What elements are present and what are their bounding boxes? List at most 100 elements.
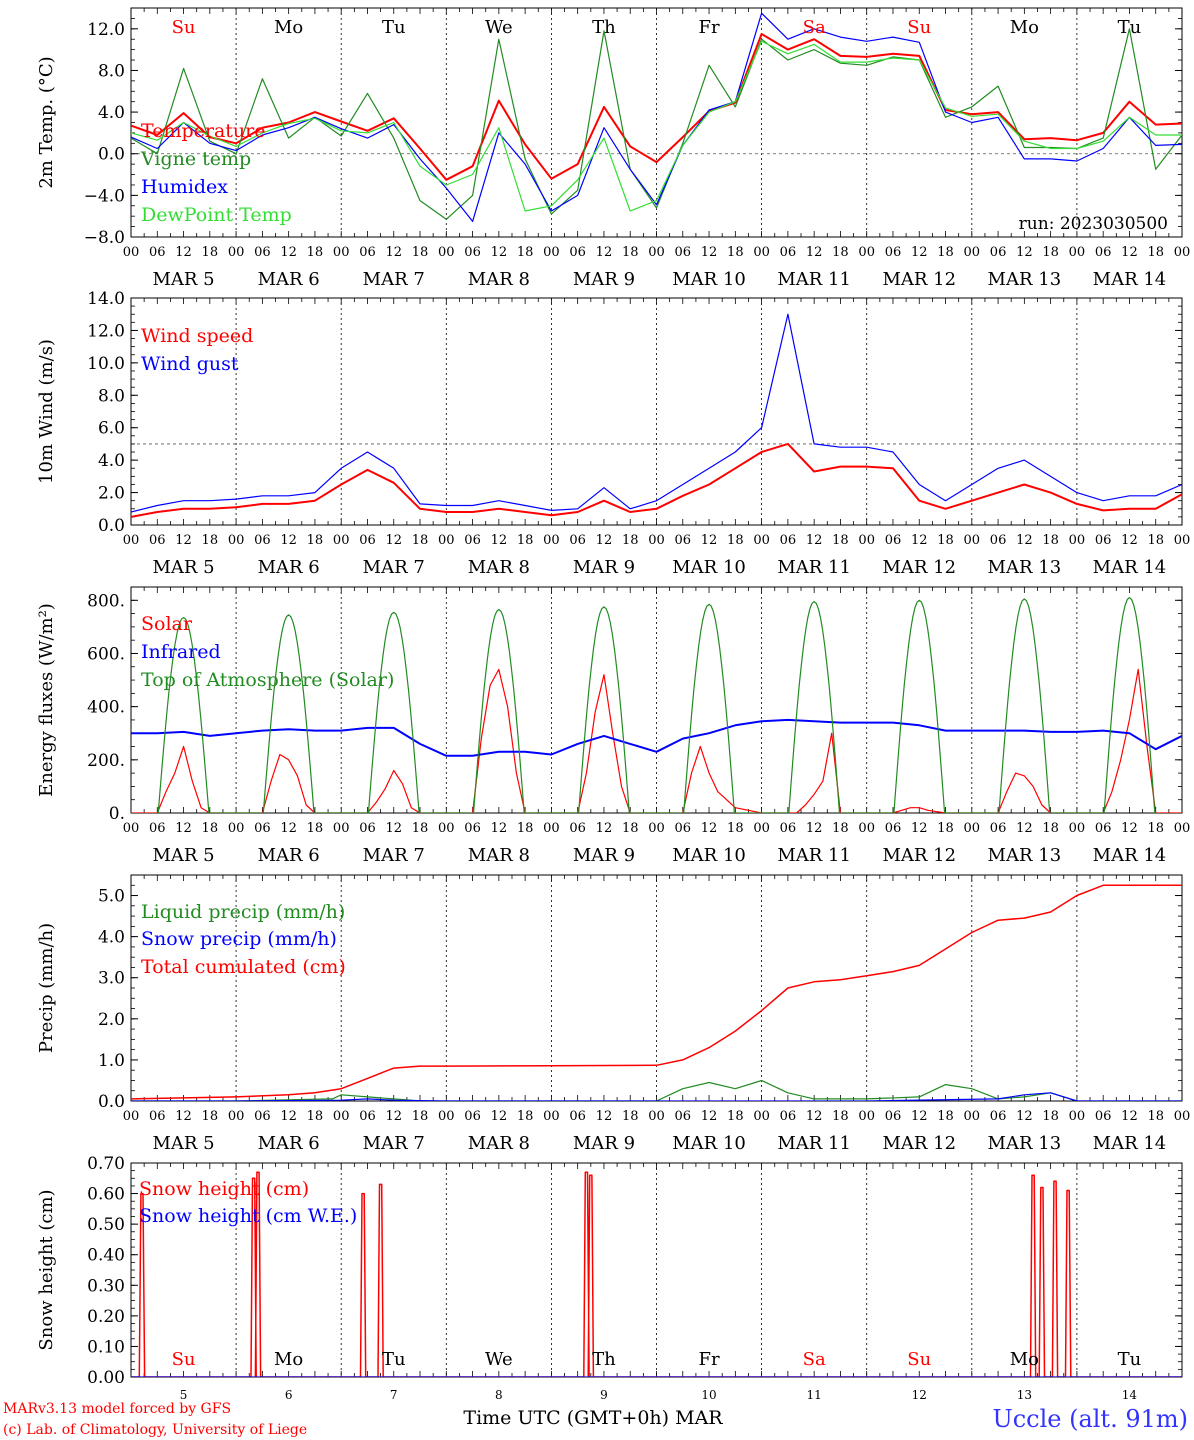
hour-tick-label: 06 <box>675 1109 692 1124</box>
series-snow-height-cm- <box>131 1171 1182 1377</box>
y-tick-label: 800. <box>87 591 125 611</box>
hour-tick-label: 18 <box>1147 1109 1164 1124</box>
hour-tick-label: 18 <box>832 821 849 836</box>
day-name-bottom: Sa <box>803 1349 826 1370</box>
hour-tick-label: 00 <box>123 245 140 260</box>
day-name-bottom: Th <box>592 1349 616 1370</box>
date-label: MAR 11 <box>777 1133 851 1154</box>
series-temperature <box>131 33 1182 181</box>
hour-tick-label: 18 <box>832 533 849 548</box>
hour-tick-label: 18 <box>307 821 324 836</box>
date-label: MAR 13 <box>988 845 1062 866</box>
date-label: MAR 12 <box>882 1133 956 1154</box>
hour-tick-label: 00 <box>333 245 350 260</box>
hour-tick-label: 00 <box>964 821 981 836</box>
hour-tick-label: 00 <box>333 533 350 548</box>
hour-tick-label: 06 <box>464 1109 481 1124</box>
day-name-top: Tu <box>382 17 406 38</box>
y-tick-label: −8.0 <box>84 228 125 248</box>
y-tick-label: 400. <box>87 698 125 718</box>
day-name-top: Mo <box>1010 17 1039 38</box>
date-label: MAR 14 <box>1093 845 1167 866</box>
hour-tick-label: 12 <box>1121 821 1138 836</box>
legend-solar: Solar <box>141 613 193 635</box>
hour-tick-label: 00 <box>1174 533 1191 548</box>
panel-3: 0. 200. 400. 600. 800. Energy fluxes (W/m²) So… <box>36 586 1190 866</box>
day-number-label: 7 <box>390 1388 398 1402</box>
y-tick-label: 2.0 <box>98 1010 125 1030</box>
day-name-bottom: Tu <box>382 1349 406 1370</box>
hour-tick-label: 06 <box>990 533 1007 548</box>
y-tick-label: 12.0 <box>87 20 125 40</box>
series-wind-speed <box>131 442 1182 518</box>
legend-wind-speed: Wind speed <box>141 325 253 347</box>
y-tick-label: 12.0 <box>87 321 125 341</box>
hour-tick-label: 06 <box>149 245 166 260</box>
hour-tick-label: 18 <box>937 533 954 548</box>
series-group <box>131 1171 1182 1377</box>
hour-tick-label: 00 <box>333 1109 350 1124</box>
hour-tick-label: 18 <box>727 533 744 548</box>
date-label: MAR 5 <box>152 269 214 290</box>
hour-tick-label: 18 <box>1042 533 1059 548</box>
station-label: Uccle (alt. 91m) <box>992 1405 1188 1433</box>
hour-tick-label: 12 <box>596 1109 613 1124</box>
y-axis-label: Precip (mm/h) <box>36 923 57 1053</box>
date-label: MAR 8 <box>468 845 530 866</box>
day-name-top: Th <box>592 17 616 38</box>
series-group <box>131 597 1182 813</box>
hour-tick-label: 18 <box>412 245 429 260</box>
legend-snow-height-cm-w-e-: Snow height (cm W.E.) <box>139 1205 357 1227</box>
day-name-bottom: Tu <box>1118 1349 1142 1370</box>
hour-tick-label: 12 <box>491 533 508 548</box>
hour-tick-label: 12 <box>806 821 823 836</box>
y-tick-label: 5.0 <box>98 887 125 907</box>
hour-tick-label: 00 <box>858 533 875 548</box>
hour-tick-label: 06 <box>990 1109 1007 1124</box>
hour-tick-label: 12 <box>491 245 508 260</box>
y-tick-label: 14.0 <box>87 289 125 309</box>
hour-tick-label: 18 <box>202 821 219 836</box>
day-number-label: 11 <box>807 1388 822 1402</box>
hour-tick-label: 18 <box>202 533 219 548</box>
series-humidex <box>131 12 1182 222</box>
hour-tick-label: 00 <box>964 1109 981 1124</box>
y-tick-label: 0.70 <box>87 1154 125 1174</box>
day-name-bottom: Mo <box>274 1349 303 1370</box>
hour-tick-label: 06 <box>1095 245 1112 260</box>
hour-tick-label: 18 <box>622 1109 639 1124</box>
hour-tick-label: 00 <box>858 245 875 260</box>
hour-tick-label: 18 <box>937 245 954 260</box>
day-number-label: 8 <box>495 1388 503 1402</box>
hour-tick-label: 06 <box>780 1109 797 1124</box>
hour-tick-label: 06 <box>569 821 586 836</box>
date-label: MAR 8 <box>468 1133 530 1154</box>
hour-tick-label: 00 <box>753 821 770 836</box>
hour-tick-label: 18 <box>622 245 639 260</box>
hour-tick-label: 06 <box>885 245 902 260</box>
hour-tick-label: 18 <box>937 1109 954 1124</box>
hour-tick-label: 00 <box>1069 1109 1086 1124</box>
hour-tick-label: 18 <box>1042 245 1059 260</box>
day-name-top: Sa <box>803 17 826 38</box>
hour-tick-label: 18 <box>202 1109 219 1124</box>
panel-4: 0.0 1.0 2.0 3.0 4.0 5.0 Precip (mm/h) Liquid pr… <box>36 874 1190 1154</box>
hour-tick-label: 18 <box>307 533 324 548</box>
hour-tick-label: 00 <box>648 1109 665 1124</box>
hour-tick-label: 18 <box>832 1109 849 1124</box>
hour-tick-label: 18 <box>307 1109 324 1124</box>
hour-tick-label: 18 <box>1042 1109 1059 1124</box>
date-label: MAR 11 <box>777 557 851 578</box>
hour-tick-label: 00 <box>964 533 981 548</box>
date-label: MAR 10 <box>672 269 746 290</box>
hour-tick-label: 12 <box>280 533 297 548</box>
date-label: MAR 13 <box>988 557 1062 578</box>
hour-tick-label: 12 <box>701 245 718 260</box>
hour-tick-label: 12 <box>175 533 192 548</box>
y-tick-label: 6.0 <box>98 419 125 439</box>
hour-tick-label: 00 <box>753 245 770 260</box>
series-group <box>131 313 1182 518</box>
day-number-label: 12 <box>912 1388 927 1402</box>
y-tick-label: −4.0 <box>84 186 125 206</box>
day-number-label: 5 <box>180 1388 188 1402</box>
